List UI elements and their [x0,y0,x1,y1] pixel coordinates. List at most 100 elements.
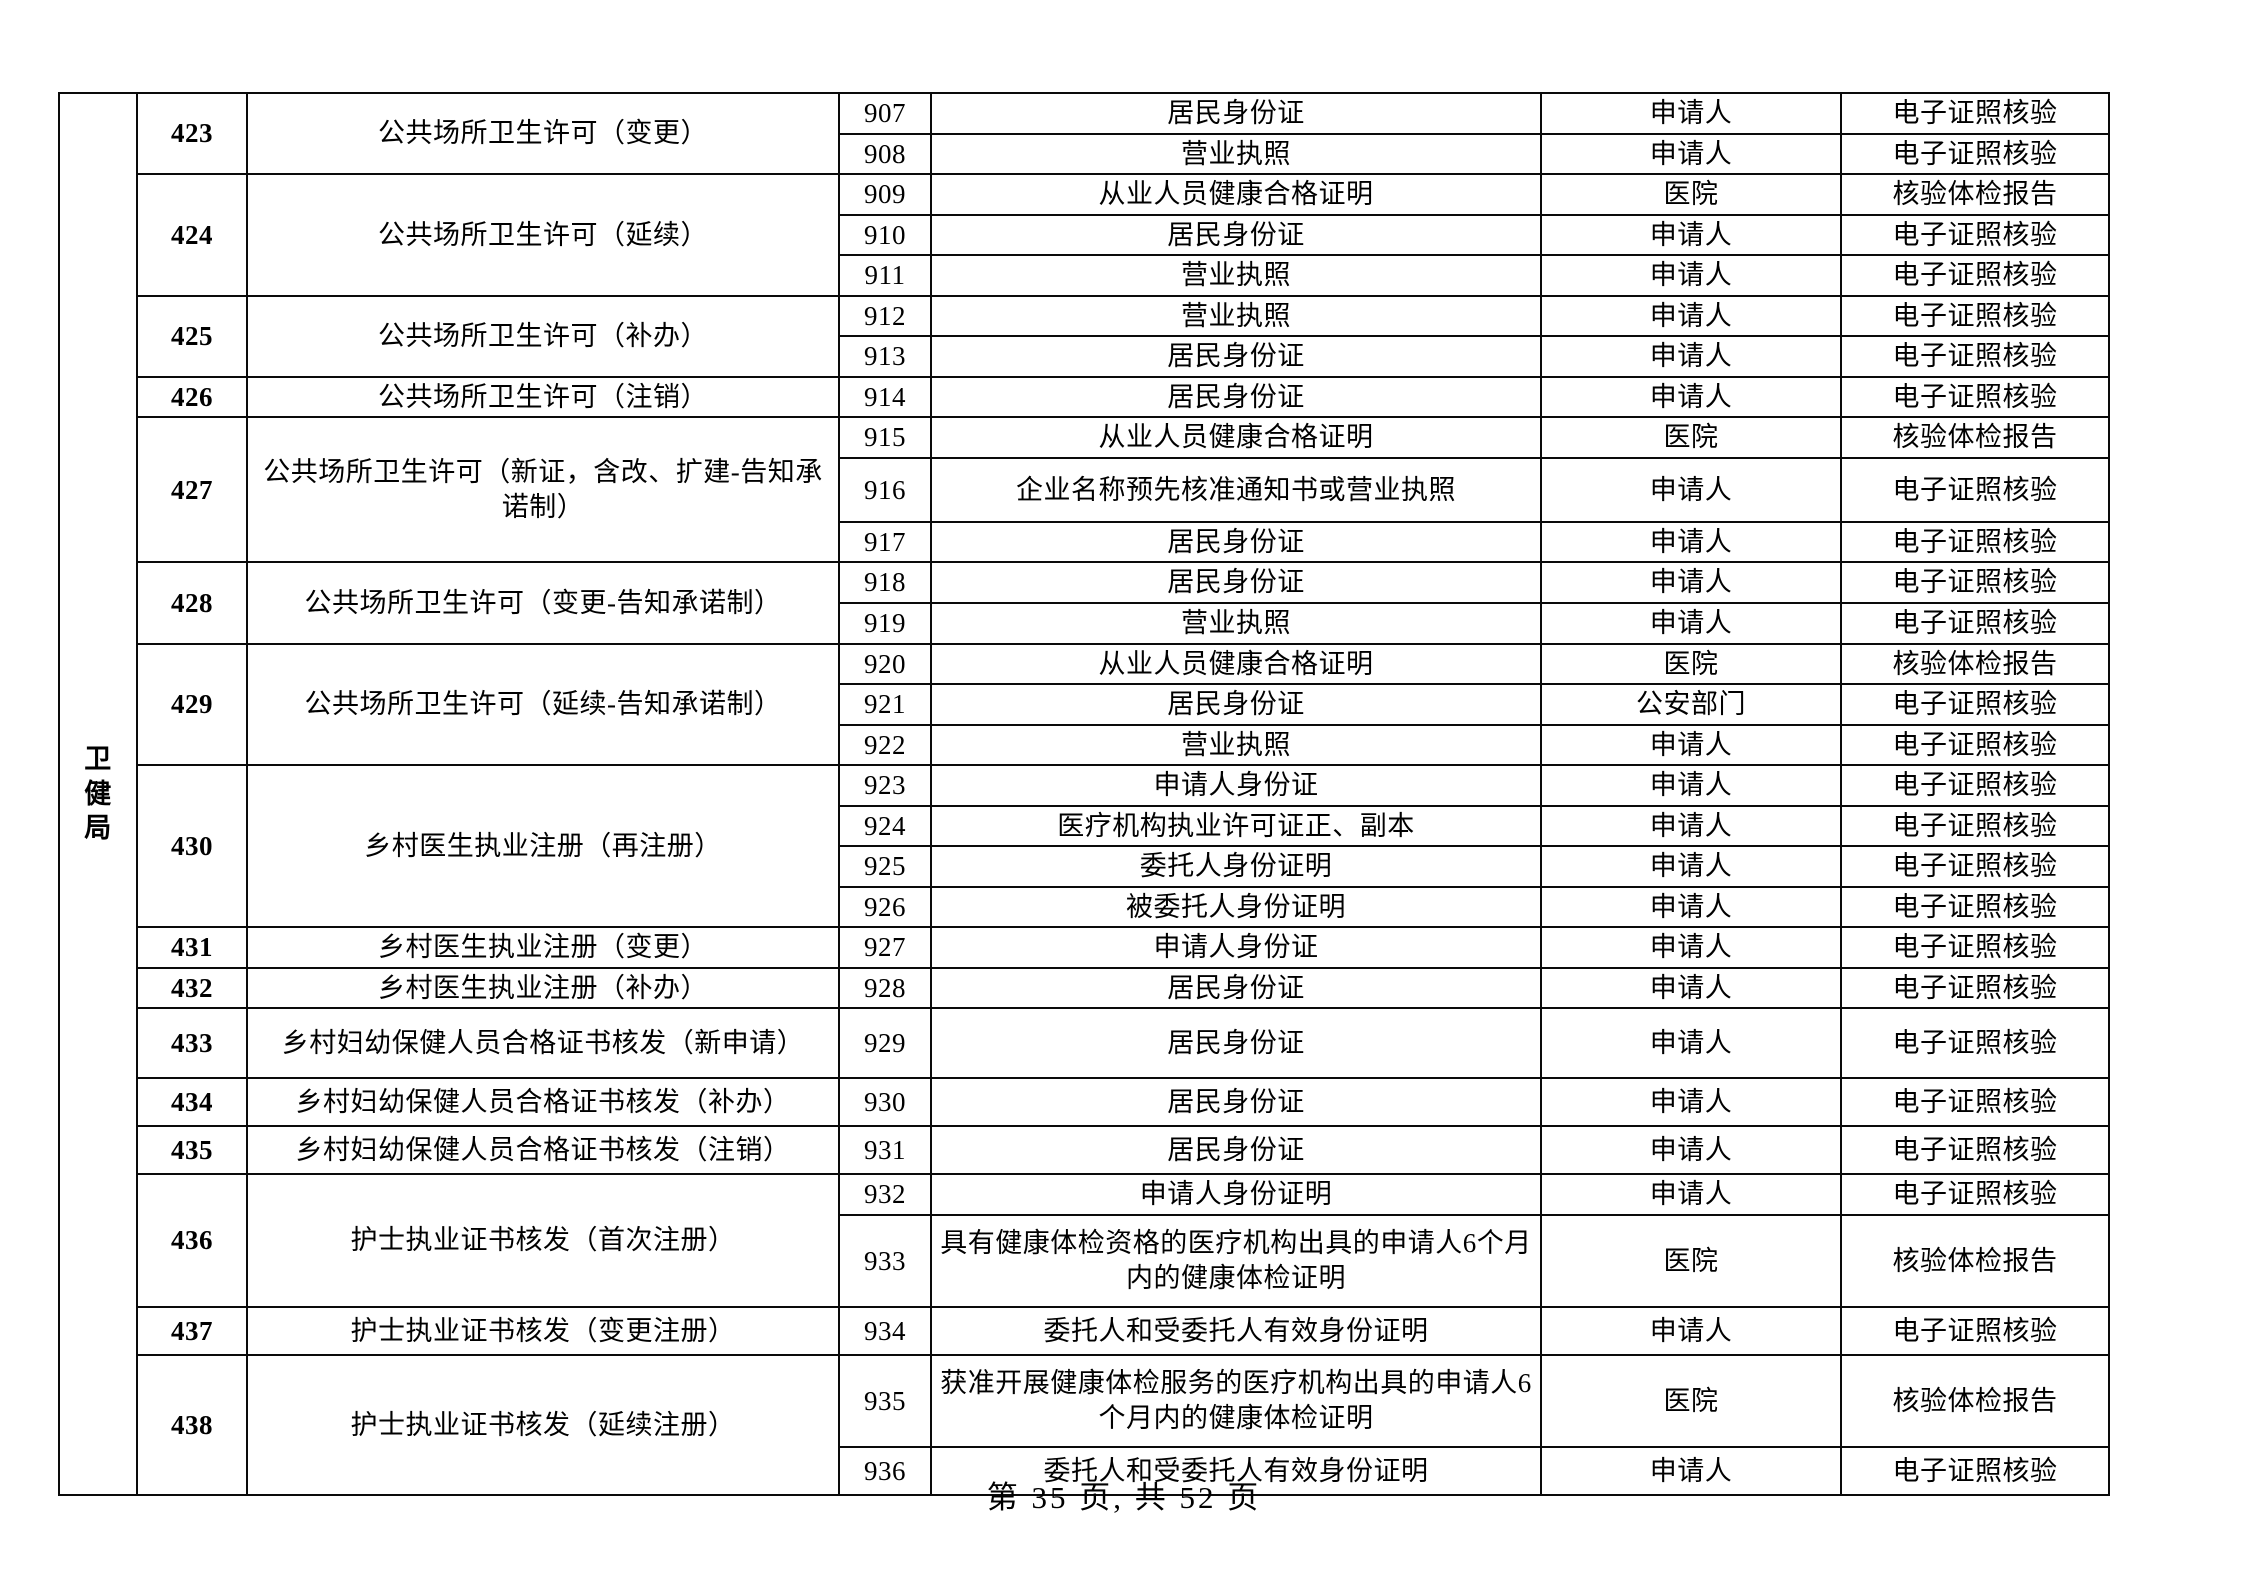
item-number-cell: 425 [136,294,248,378]
table-row: 910 居民身份证 申请人 电子证照核验 [59,213,2110,257]
table-row: 926 被委托人身份证明 申请人 电子证照核验 [59,885,2110,929]
material-number-cell: 910 [838,213,932,257]
verification-method-cell: 电子证照核验 [1840,132,2110,176]
department-char: 局 [84,813,112,844]
material-source-cell: 申请人 [1540,926,1842,969]
table-row: 916 企业名称预先核准通知书或营业执照 申请人 电子证照核验 [59,456,2110,523]
table-row: 431 乡村医生执业注册（变更） 927 申请人身份证 申请人 电子证照核验 [59,926,2110,969]
item-number-cell: 432 [136,966,248,1010]
material-number-cell: 920 [838,642,932,686]
material-name-cell: 申请人身份证明 [930,1173,1542,1217]
item-name-cell: 公共场所卫生许可（新证，含改、扩建-告知承诺制） [246,416,840,564]
table-row: 426 公共场所卫生许可（注销） 914 居民身份证 申请人 电子证照核验 [59,375,2110,419]
material-name-cell: 居民身份证 [930,683,1542,726]
material-name-cell: 被委托人身份证明 [930,885,1542,929]
material-source-cell: 申请人 [1540,1007,1842,1080]
material-name-cell: 申请人身份证 [930,926,1542,969]
material-source-cell: 申请人 [1540,602,1842,645]
table-row: 924 医疗机构执业许可证正、副本 申请人 电子证照核验 [59,804,2110,848]
material-source-cell: 申请人 [1540,1173,1842,1217]
material-number-cell: 930 [838,1077,932,1128]
material-source-cell: 申请人 [1540,1077,1842,1128]
department-cell: 卫健局 [58,91,138,1497]
verification-method-cell: 电子证照核验 [1840,1007,2110,1080]
material-source-cell: 公安部门 [1540,683,1842,726]
table-row: 917 居民身份证 申请人 电子证照核验 [59,520,2110,564]
item-number-cell: 437 [136,1306,248,1357]
material-source-cell: 申请人 [1540,132,1842,176]
material-source-cell: 申请人 [1540,845,1842,888]
verification-method-cell: 核验体检报告 [1840,1214,2110,1309]
table-row: 936 委托人和受委托人有效身份证明 申请人 电子证照核验 [59,1446,2110,1497]
material-source-cell: 申请人 [1540,804,1842,848]
item-name-cell: 乡村妇幼保健人员合格证书核发（补办） [246,1077,840,1128]
item-number-cell: 428 [136,561,248,645]
material-number-cell: 919 [838,602,932,645]
verification-method-cell: 核验体检报告 [1840,642,2110,686]
verification-method-cell: 电子证照核验 [1840,1446,2110,1497]
table-row: 428 公共场所卫生许可（变更-告知承诺制） 918 居民身份证 申请人 电子证照核验 [59,561,2110,645]
material-source-cell: 医院 [1540,416,1842,459]
verification-method-cell: 电子证照核验 [1840,520,2110,564]
material-number-cell: 926 [838,885,932,929]
item-number-cell: 431 [136,926,248,969]
material-source-cell: 申请人 [1540,520,1842,564]
item-number-cell: 426 [136,375,248,419]
item-number-cell: 423 [136,91,248,176]
table-row: 933 具有健康体检资格的医疗机构出具的申请人6个月内的健康体检证明 医院 核验体检报… [59,1214,2110,1309]
material-source-cell: 申请人 [1540,966,1842,1010]
verification-method-cell: 电子证照核验 [1840,254,2110,297]
material-number-cell: 931 [838,1125,932,1176]
table-row: 438 护士执业证书核发（延续注册） 935 获准开展健康体检服务的医疗机构出具的申请… [59,1354,2110,1497]
table-row: 921 居民身份证 公安部门 电子证照核验 [59,683,2110,726]
verification-method-cell: 电子证照核验 [1840,764,2110,807]
page-footer: 第 35 页, 共 52 页 [986,1480,1262,1515]
material-name-cell: 居民身份证 [930,520,1542,564]
material-source-cell: 申请人 [1540,456,1842,523]
verification-method-cell: 核验体检报告 [1840,1354,2110,1449]
material-number-cell: 924 [838,804,932,848]
material-name-cell: 居民身份证 [930,92,1542,135]
verification-method-cell: 电子证照核验 [1840,1306,2110,1357]
material-name-cell: 委托人和受委托人有效身份证明 [930,1446,1542,1497]
item-name-cell: 乡村医生执业注册（补办） [246,966,840,1010]
table-row: 433 乡村妇幼保健人员合格证书核发（新申请） 929 居民身份证 申请人 电子证照核验 [59,1007,2110,1080]
material-name-cell: 获准开展健康体检服务的医疗机构出具的申请人6个月内的健康体检证明 [930,1354,1542,1449]
material-number-cell: 911 [838,254,932,297]
material-number-cell: 916 [838,456,932,523]
material-number-cell: 935 [838,1354,932,1449]
materials-table-body: 卫健局 423 公共场所卫生许可（变更） 907 居民身份证 申请人 电子证照核验 908 营业… [58,91,2110,1497]
table-row: 919 营业执照 申请人 电子证照核验 [59,602,2110,645]
material-number-cell: 922 [838,723,932,767]
item-number-cell: 434 [136,1077,248,1128]
department-char: 卫 [84,744,112,775]
item-number-cell: 433 [136,1007,248,1080]
material-name-cell: 委托人身份证明 [930,845,1542,888]
material-name-cell: 从业人员健康合格证明 [930,416,1542,459]
material-source-cell: 申请人 [1540,1446,1842,1497]
material-name-cell: 居民身份证 [930,1125,1542,1176]
material-source-cell: 医院 [1540,1214,1842,1309]
material-source-cell: 医院 [1540,642,1842,686]
table-row: 427 公共场所卫生许可（新证，含改、扩建-告知承诺制） 915 从业人员健康合格证明… [59,416,2110,564]
material-number-cell: 923 [838,764,932,807]
material-source-cell: 申请人 [1540,254,1842,297]
material-name-cell: 申请人身份证 [930,764,1542,807]
item-number-cell: 429 [136,642,248,767]
material-number-cell: 912 [838,294,932,338]
table-row: 434 乡村妇幼保健人员合格证书核发（补办） 930 居民身份证 申请人 电子证照核验 [59,1077,2110,1128]
item-name-cell: 护士执业证书核发（延续注册） [246,1354,840,1497]
material-number-cell: 917 [838,520,932,564]
item-number-cell: 436 [136,1173,248,1309]
material-number-cell: 927 [838,926,932,969]
table-row: 430 乡村医生执业注册（再注册） 923 申请人身份证 申请人 电子证照核验 [59,764,2110,929]
verification-method-cell: 电子证照核验 [1840,561,2110,605]
item-name-cell: 护士执业证书核发（首次注册） [246,1173,840,1309]
item-name-cell: 公共场所卫生许可（补办） [246,294,840,378]
verification-method-cell: 电子证照核验 [1840,966,2110,1010]
material-number-cell: 925 [838,845,932,888]
table-row: 424 公共场所卫生许可（延续） 909 从业人员健康合格证明 医院 核验体检报告 [59,173,2110,297]
material-source-cell: 申请人 [1540,723,1842,767]
materials-table-container: 卫健局 423 公共场所卫生许可（变更） 907 居民身份证 申请人 电子证照核验 908 营业… [58,91,2110,1497]
